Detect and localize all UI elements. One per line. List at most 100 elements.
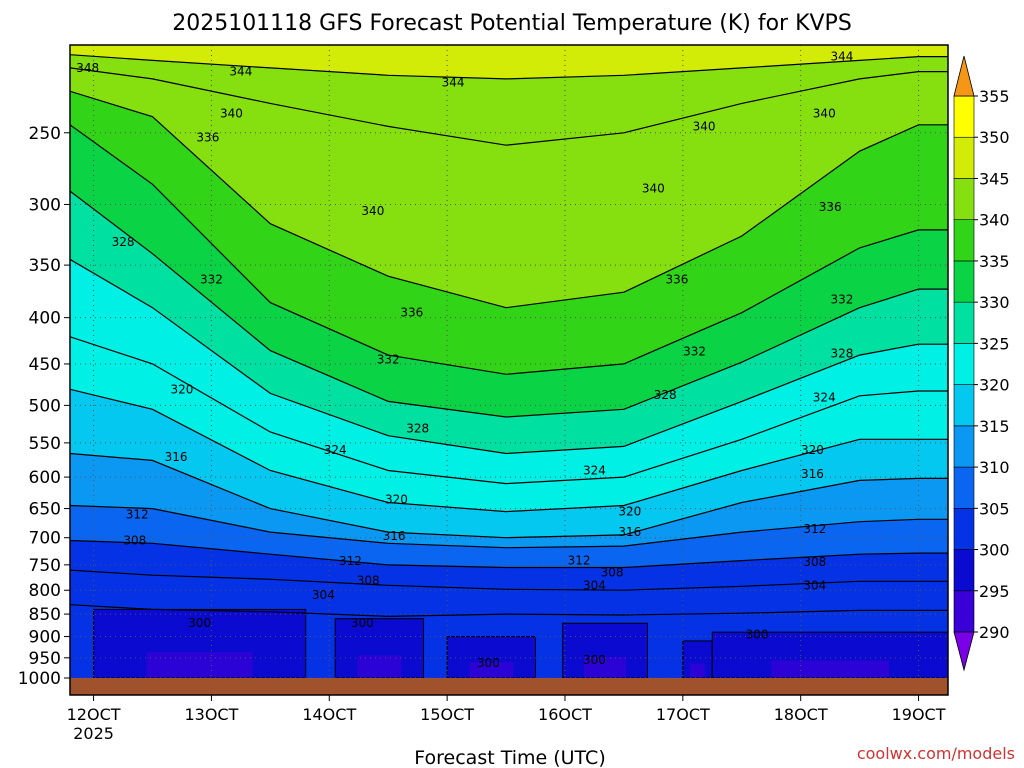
cold-pool-core-5 xyxy=(771,660,890,678)
isentrope-328 xyxy=(70,258,948,455)
contour-label-18: 328 xyxy=(830,346,853,360)
colorbar-swatch-340 xyxy=(953,178,975,220)
colorbar-swatch-350 xyxy=(953,95,975,138)
contour-label-33: 312 xyxy=(803,522,826,536)
cold-pool-core-3 xyxy=(583,656,627,678)
contour-label-34: 308 xyxy=(123,534,146,548)
contour-label-8: 340 xyxy=(642,181,665,195)
contour-label-13: 336 xyxy=(665,272,688,286)
contour-label-17: 332 xyxy=(683,345,706,359)
contour-label-3: 344 xyxy=(830,50,853,64)
contour-label-15: 332 xyxy=(830,293,853,307)
isentrope-308 xyxy=(70,539,948,569)
y-tick-label-850: 850 xyxy=(29,605,61,625)
contour-label-21: 324 xyxy=(813,390,836,404)
isentrope-324 xyxy=(70,336,948,485)
x-tick-label-19OCT: 19OCT xyxy=(892,705,946,724)
y-tick-label-950: 950 xyxy=(29,649,61,669)
cold-pool-core-0 xyxy=(146,651,253,678)
contour-label-28: 320 xyxy=(385,492,408,506)
colorbar-swatch-310 xyxy=(953,425,975,468)
colorbar-swatch-320 xyxy=(953,343,975,385)
theta-color-field xyxy=(70,45,948,678)
colorbar-label-320: 320 xyxy=(979,376,1010,395)
colorbar-swatch-290 xyxy=(953,590,975,633)
colorbar-swatch-330 xyxy=(953,260,975,303)
colorbar-label-325: 325 xyxy=(979,334,1010,353)
contour-label-10: 336 xyxy=(819,200,842,214)
y-tick-label-700: 700 xyxy=(29,529,61,549)
isentrope-336 xyxy=(70,124,948,375)
chart-title: 2025101118 GFS Forecast Potential Temper… xyxy=(172,11,852,36)
isentrope-332 xyxy=(70,190,948,418)
contour-label-43: 300 xyxy=(188,616,211,630)
x-tick-label-16OCT: 16OCT xyxy=(538,705,592,724)
colorbar-swatch-295 xyxy=(953,549,975,592)
x-tick-label-18OCT: 18OCT xyxy=(774,705,828,724)
cold-pool-outline-0 xyxy=(93,608,307,678)
contour-label-4: 340 xyxy=(220,106,243,120)
colorbar-label-290: 290 xyxy=(979,623,1010,642)
contour-label-9: 340 xyxy=(361,204,384,218)
contour-label-19: 320 xyxy=(171,382,194,396)
colorbar-label-350: 350 xyxy=(979,128,1010,147)
plot-frame xyxy=(69,44,949,696)
colorbar-label-340: 340 xyxy=(979,211,1010,230)
colorbar-label-315: 315 xyxy=(979,417,1010,436)
colorbar-swatch-345 xyxy=(953,136,975,179)
cold-pool-outline-3 xyxy=(562,622,648,678)
contour-label-22: 328 xyxy=(406,421,429,435)
x-tick-label-15OCT: 15OCT xyxy=(420,705,474,724)
y-tick-label-800: 800 xyxy=(29,581,61,601)
contour-label-23: 324 xyxy=(324,443,347,457)
contour-label-41: 304 xyxy=(803,578,826,592)
y-tick-label-500: 500 xyxy=(29,396,61,416)
y-axis: 250 300 350 400 450 500 550 600 650 700 750 800 850 9… xyxy=(18,124,70,689)
contour-label-7: 340 xyxy=(813,106,836,120)
x-tick-label-13OCT: 13OCT xyxy=(184,705,238,724)
theta-band-344 xyxy=(70,45,948,146)
y-tick-label-450: 450 xyxy=(29,355,61,375)
colorbar-label-310: 310 xyxy=(979,458,1010,477)
y-tick-label-300: 300 xyxy=(29,195,61,215)
contour-label-16: 332 xyxy=(377,353,400,367)
cold-pool-core-4 xyxy=(690,663,705,678)
contour-label-1: 344 xyxy=(229,65,252,79)
ground-terrain xyxy=(70,678,948,695)
contour-label-46: 300 xyxy=(477,656,500,670)
theta-band-348 xyxy=(70,45,948,79)
isentrope-312 xyxy=(70,504,948,549)
x-tick-label-12OCT: 12OCT xyxy=(67,705,121,724)
contour-label-0: 348 xyxy=(76,61,99,75)
x-tick-label-14OCT: 14OCT xyxy=(302,705,356,724)
y-tick-label-1000: 1000 xyxy=(18,669,61,689)
contour-label-37: 308 xyxy=(601,566,624,580)
colorbar-swatch-335 xyxy=(953,219,975,262)
colorbar-max-arrow xyxy=(953,55,975,97)
contour-label-39: 308 xyxy=(357,573,380,587)
source-credit: coolwx.com/models xyxy=(857,744,1015,763)
cold-pool-core-1 xyxy=(357,655,402,678)
x-tick-sublabel: 2025 xyxy=(73,724,114,743)
cold-pool-core-2 xyxy=(469,661,514,678)
colorbar-legend: 290 295 300 305 310 315 320 325 330 335 340 345 350 3… xyxy=(953,55,1010,672)
contour-label-26: 324 xyxy=(583,463,606,477)
y-tick-label-650: 650 xyxy=(29,500,61,520)
colorbar-label-305: 305 xyxy=(979,499,1010,518)
isentrope-320 xyxy=(70,388,948,513)
contour-label-5: 336 xyxy=(196,130,219,144)
contour-label-20: 328 xyxy=(654,388,677,402)
colorbar-label-330: 330 xyxy=(979,293,1010,312)
contour-label-45: 300 xyxy=(746,627,769,641)
contour-label-14: 336 xyxy=(400,306,423,320)
contour-label-38: 308 xyxy=(803,555,826,569)
colorbar-swatch-325 xyxy=(953,301,975,344)
colorbar-swatch-315 xyxy=(953,384,975,427)
isentrope-316 xyxy=(70,452,948,539)
y-tick-label-350: 350 xyxy=(29,256,61,276)
colorbar-label-295: 295 xyxy=(979,582,1010,601)
colorbar-label-355: 355 xyxy=(979,87,1010,106)
